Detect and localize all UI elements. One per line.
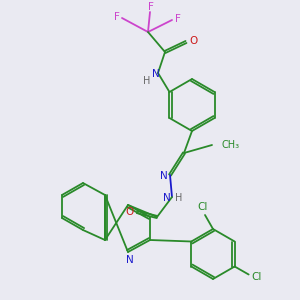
Text: N: N — [163, 193, 171, 203]
Text: O: O — [189, 36, 197, 46]
Text: N: N — [152, 69, 160, 79]
Text: N: N — [126, 255, 134, 265]
Text: CH₃: CH₃ — [222, 140, 240, 150]
Text: H: H — [143, 76, 151, 86]
Text: F: F — [114, 12, 120, 22]
Text: Cl: Cl — [251, 272, 262, 281]
Text: F: F — [175, 14, 181, 24]
Text: O: O — [126, 207, 134, 217]
Text: Cl: Cl — [198, 202, 208, 212]
Text: H: H — [175, 193, 183, 203]
Text: N: N — [160, 171, 168, 181]
Text: F: F — [148, 2, 154, 12]
